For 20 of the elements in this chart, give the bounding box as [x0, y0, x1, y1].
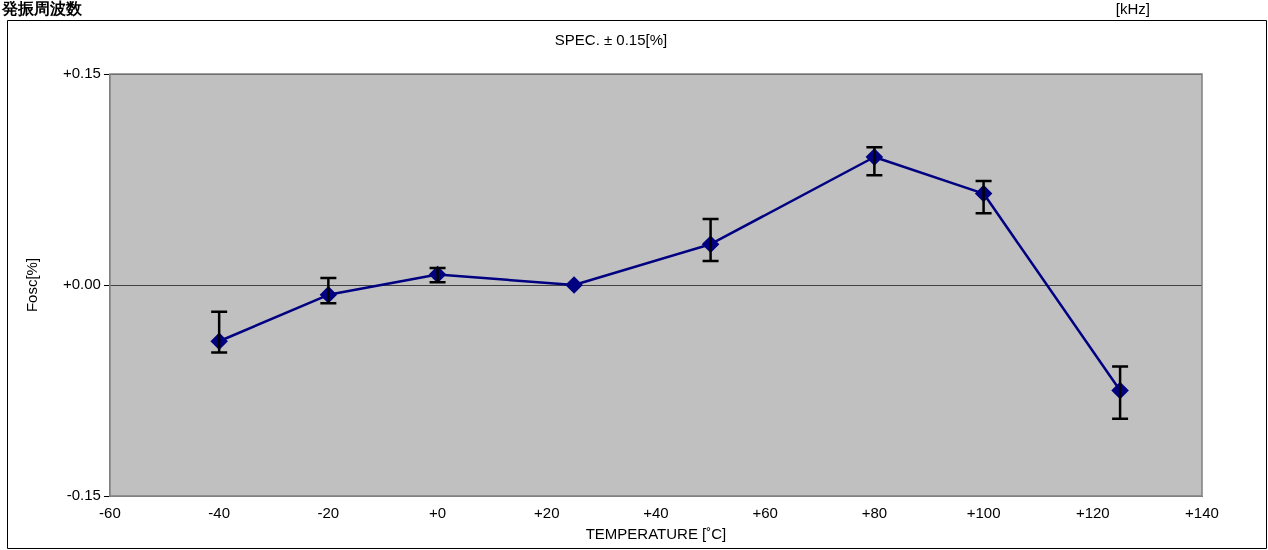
- point: [565, 276, 583, 294]
- y-tick-label: +0.00: [62, 275, 101, 293]
- x-tick-label: +0: [429, 504, 447, 522]
- x-tick-label: -40: [208, 504, 230, 522]
- chart-title: 発振周波数: [1, 0, 83, 18]
- x-tick-label: +40: [643, 504, 669, 522]
- x-axis-title: TEMPERATURE [˚C]: [585, 525, 727, 543]
- x-tick-label: +80: [861, 504, 888, 522]
- y-tick-label: +0.15: [62, 64, 101, 82]
- x-tick-label: +60: [752, 504, 778, 522]
- x-tick-label: -20: [317, 504, 340, 522]
- y-axis-title: Fosc[%]: [23, 257, 41, 313]
- x-tick-label: +20: [534, 504, 560, 522]
- y-tick-label: -0.15: [66, 486, 101, 504]
- x-tick-label: +100: [966, 504, 1001, 522]
- x-tick-label: +140: [1185, 504, 1219, 522]
- chart-subtitle: SPEC. ± 0.15[%]: [554, 31, 668, 49]
- x-tick-label: -60: [99, 504, 121, 522]
- text: [kHz]: [1115, 0, 1150, 17]
- x-tick-label: +120: [1075, 504, 1110, 522]
